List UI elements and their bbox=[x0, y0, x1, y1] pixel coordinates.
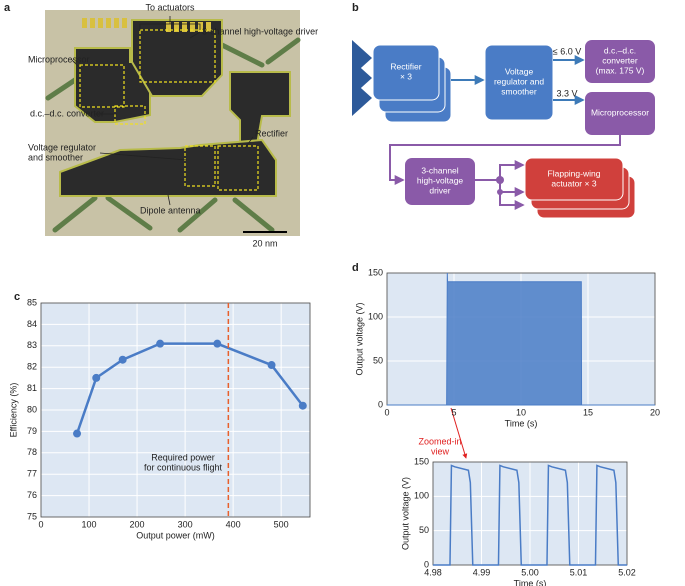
x-axis-label: Time (s) bbox=[514, 578, 547, 586]
y-tick-label: 80 bbox=[27, 404, 37, 414]
y-tick-label: 150 bbox=[368, 267, 383, 277]
x-tick-label: 0 bbox=[384, 407, 389, 417]
x-tick-label: 5.02 bbox=[618, 567, 636, 577]
y-axis-label: Efficiency (%) bbox=[8, 383, 18, 438]
x-tick-label: 5.01 bbox=[570, 567, 588, 577]
node-label: × 3 bbox=[400, 71, 412, 81]
y-tick-label: 50 bbox=[373, 355, 383, 365]
node-label: Flapping-wing bbox=[548, 168, 601, 178]
x-tick-label: 4.98 bbox=[424, 567, 442, 577]
y-tick-label: 0 bbox=[424, 559, 429, 569]
marker bbox=[156, 339, 165, 348]
y-tick-label: 100 bbox=[414, 491, 429, 501]
panel-label: a bbox=[4, 2, 11, 14]
y-tick-label: 77 bbox=[27, 469, 37, 479]
y-tick-label: 150 bbox=[414, 456, 429, 466]
marker bbox=[92, 373, 101, 382]
x-tick-label: 20 bbox=[650, 407, 660, 417]
panel-label: d bbox=[352, 262, 359, 274]
photo-label: Dipole antenna bbox=[140, 205, 201, 215]
diagram bbox=[352, 40, 655, 219]
photo bbox=[45, 10, 301, 236]
photo-label: d.c.–d.c. converter bbox=[30, 108, 104, 118]
y-tick-label: 79 bbox=[27, 426, 37, 436]
node-label: converter bbox=[602, 55, 638, 65]
edge-label: ≤ 6.0 V bbox=[553, 46, 581, 56]
node-label: actuator × 3 bbox=[551, 178, 596, 188]
y-tick-label: 50 bbox=[419, 525, 429, 535]
scale-bar-label: 20 nm bbox=[252, 238, 277, 248]
node-label: driver bbox=[429, 185, 450, 195]
x-tick-label: 5 bbox=[451, 407, 456, 417]
x-tick-label: 0 bbox=[38, 519, 43, 529]
x-tick-label: 500 bbox=[274, 519, 289, 529]
annotation: Required power bbox=[151, 452, 215, 462]
panel-label: b bbox=[352, 2, 359, 14]
photo-label: 3-channel high-voltage driver bbox=[202, 26, 318, 36]
y-tick-label: 76 bbox=[27, 490, 37, 500]
annotation: view bbox=[431, 446, 450, 456]
annotation: for continuous flight bbox=[144, 462, 223, 472]
x-tick-label: 10 bbox=[516, 407, 526, 417]
marker bbox=[267, 361, 276, 370]
line bbox=[433, 464, 627, 566]
zoom-arrow bbox=[450, 407, 468, 459]
marker bbox=[73, 429, 82, 438]
node-label: high-voltage bbox=[417, 175, 464, 185]
node-label: Voltage bbox=[505, 66, 534, 76]
node-label: Microprocessor bbox=[591, 107, 649, 117]
area bbox=[387, 272, 655, 406]
x-axis-label: Time (s) bbox=[505, 418, 538, 428]
photo-label: Voltage regulator bbox=[28, 142, 96, 152]
node-label: Rectifier bbox=[390, 61, 421, 71]
node-label: regulator and bbox=[494, 76, 544, 86]
annotation: Zoomed-in bbox=[418, 436, 461, 446]
node-label: 3-channel bbox=[421, 165, 458, 175]
y-tick-label: 83 bbox=[27, 340, 37, 350]
x-tick-label: 300 bbox=[178, 519, 193, 529]
edge-label: 3.3 V bbox=[556, 88, 577, 98]
y-axis-label: Output voltage (V) bbox=[400, 477, 410, 550]
x-tick-label: 5.00 bbox=[521, 567, 539, 577]
photo-label: Rectifier bbox=[255, 128, 288, 138]
photo-label: To actuators bbox=[145, 2, 195, 12]
plot-frame bbox=[40, 302, 311, 518]
y-tick-label: 100 bbox=[368, 311, 383, 321]
y-tick-label: 81 bbox=[27, 383, 37, 393]
y-tick-label: 0 bbox=[378, 399, 383, 409]
panel-label: c bbox=[14, 291, 20, 303]
y-axis-label: Output voltage (V) bbox=[354, 302, 364, 375]
photo-label: and smoother bbox=[28, 152, 83, 162]
x-tick-label: 200 bbox=[130, 519, 145, 529]
y-tick-label: 84 bbox=[27, 319, 37, 329]
node-label: smoother bbox=[501, 86, 537, 96]
x-axis-label: Output power (mW) bbox=[136, 530, 215, 540]
y-tick-label: 82 bbox=[27, 362, 37, 372]
node-label: (max. 175 V) bbox=[596, 65, 645, 75]
x-tick-label: 400 bbox=[226, 519, 241, 529]
y-tick-label: 85 bbox=[27, 297, 37, 307]
photo-label: Microprocessor bbox=[28, 54, 90, 64]
x-tick-label: 100 bbox=[82, 519, 97, 529]
marker bbox=[298, 401, 307, 410]
node-label: d.c.–d.c. bbox=[604, 45, 636, 55]
y-tick-label: 75 bbox=[27, 511, 37, 521]
y-tick-label: 78 bbox=[27, 447, 37, 457]
marker bbox=[213, 339, 222, 348]
x-tick-label: 15 bbox=[583, 407, 593, 417]
marker bbox=[118, 355, 127, 364]
x-tick-label: 4.99 bbox=[473, 567, 491, 577]
